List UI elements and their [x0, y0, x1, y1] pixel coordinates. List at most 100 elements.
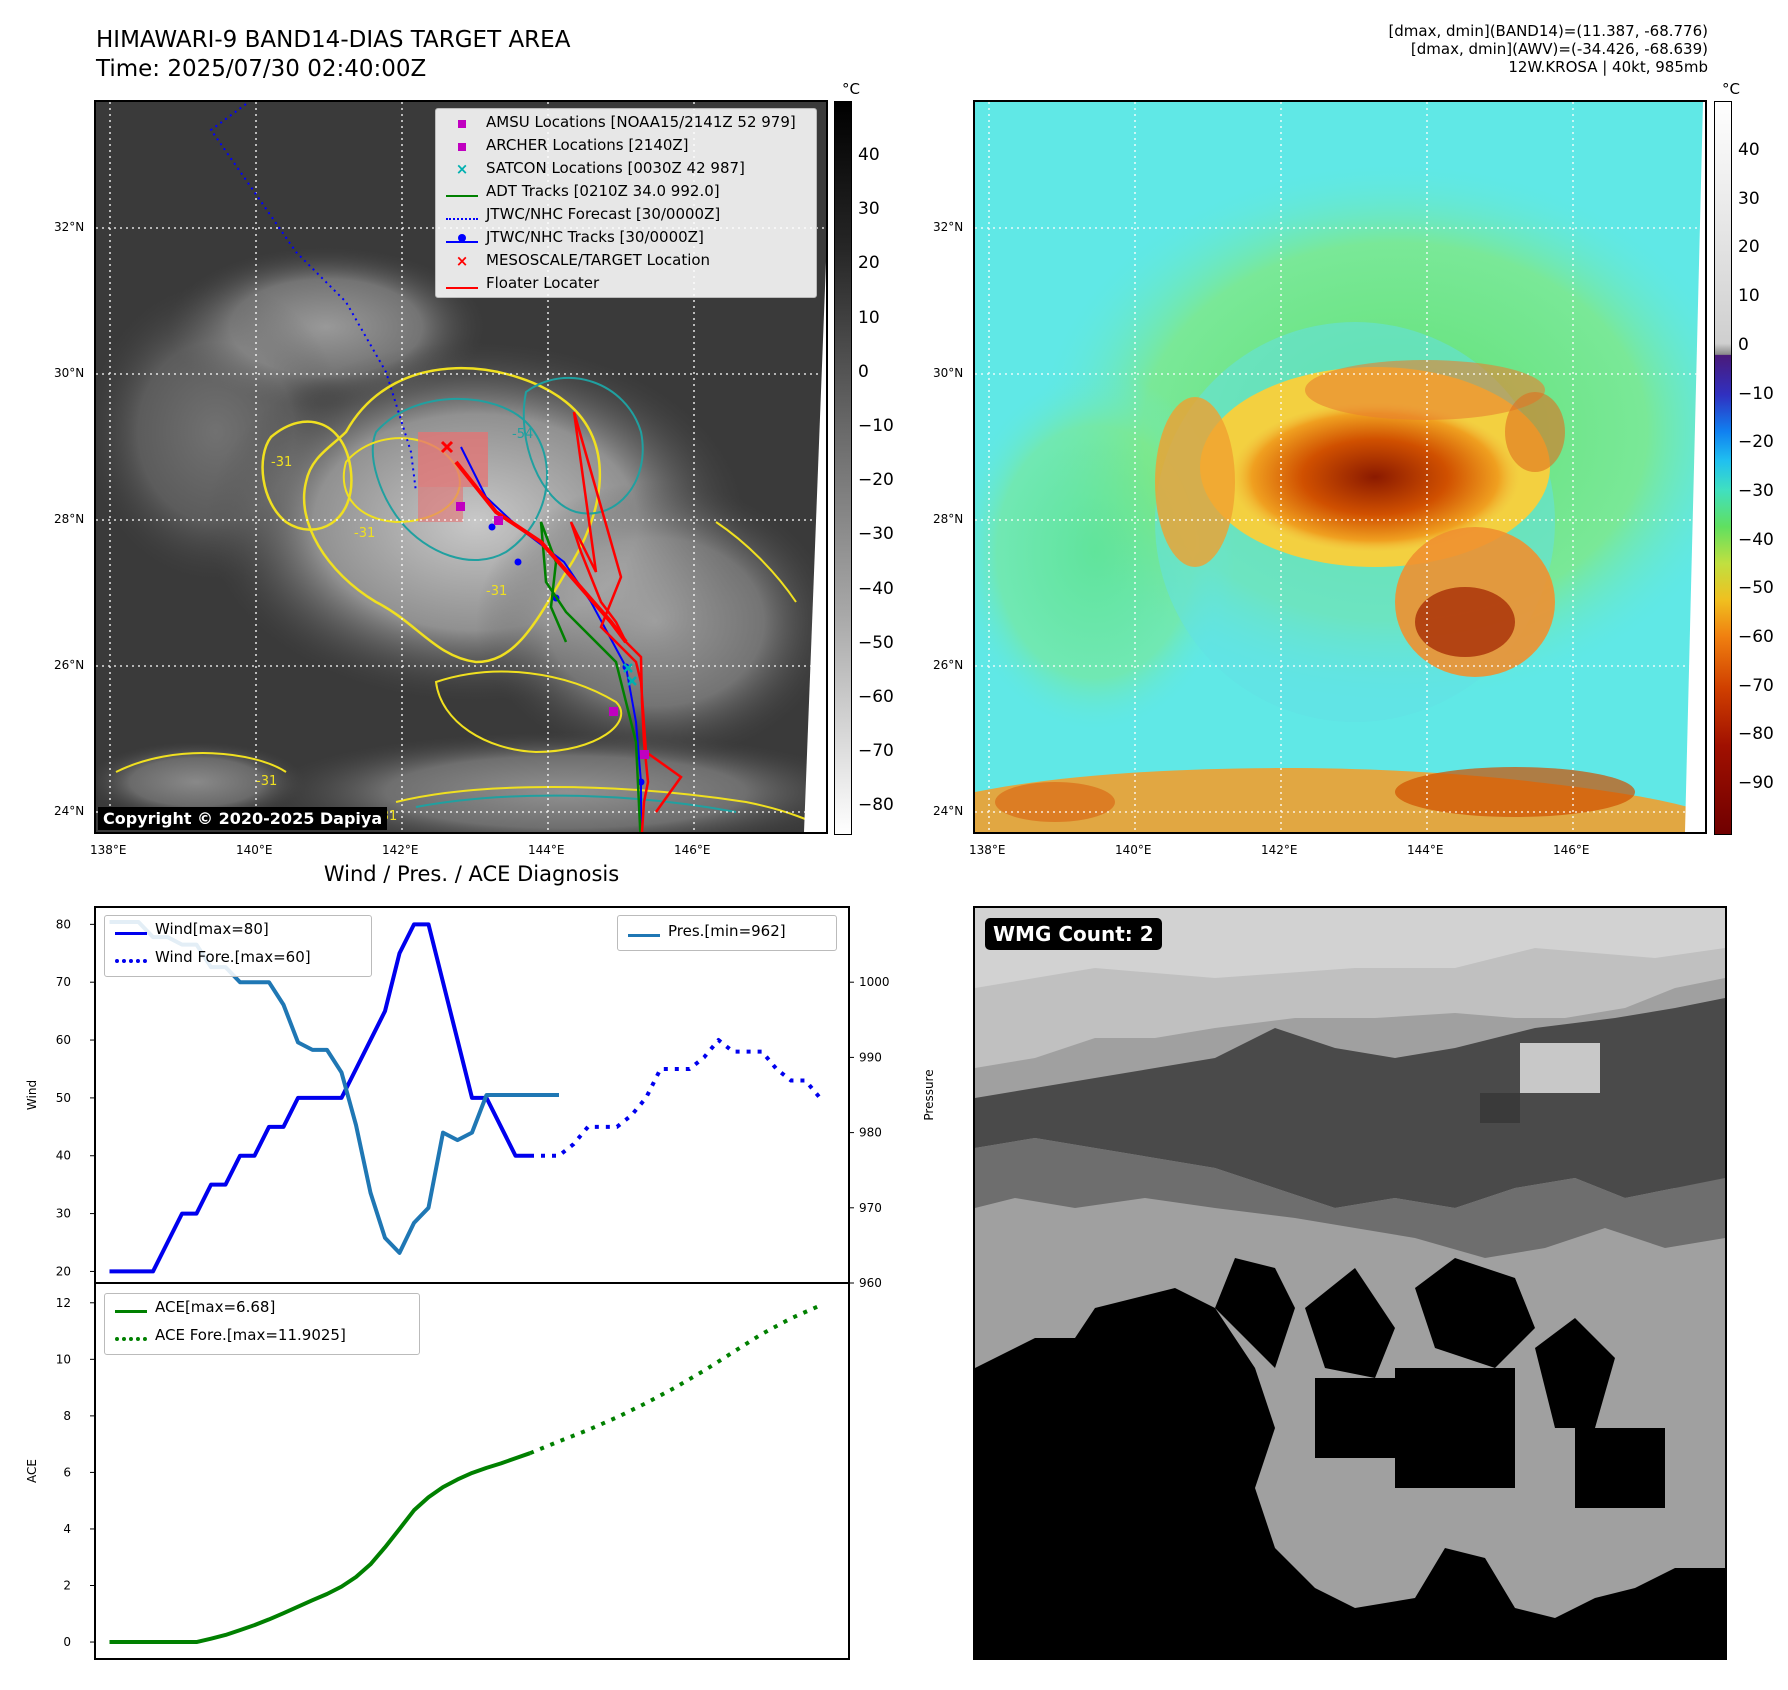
lon-label: 144°E [528, 843, 565, 857]
pressure-legend: Pres.[min=962] [617, 915, 837, 951]
colorbar-gray-tick: −80 [858, 795, 894, 816]
lon-label: 142°E [382, 843, 419, 857]
wind-tick-label: 50 [56, 1091, 71, 1105]
colorbar-color-tick: 20 [1738, 237, 1760, 258]
info-band14-range: [dmax, dmin](BAND14)=(11.387, -68.776) [1388, 22, 1708, 40]
ir-color-map-svg [975, 102, 1705, 832]
legend-item-jtwc-tracks: JTWC/NHC Tracks [30/0000Z] [446, 228, 704, 247]
info-awv-range: [dmax, dmin](AWV)=(-34.426, -68.639) [1410, 40, 1708, 58]
line-marker-icon [446, 275, 478, 293]
colorbar-color [1714, 101, 1732, 835]
ace-series-line-0 [109, 1451, 531, 1645]
line-marker-icon [628, 923, 660, 941]
figure-title-line1: HIMAWARI-9 BAND14-DIAS TARGET AREA [96, 27, 571, 53]
pressure-tick-label: 990 [859, 1050, 882, 1064]
legend-item-adt: ADT Tracks [0210Z 34.0 992.0] [446, 182, 720, 201]
legend-item-satcon: × SATCON Locations [0030Z 42 987] [446, 159, 745, 178]
contour-label-5: -31 [256, 774, 277, 789]
ir-grayscale-map: -54 -31 -31 -31 -31 -31 AMSU Locations [… [94, 100, 828, 834]
ace-tick-label: 10 [56, 1352, 71, 1366]
legend-item-wind: Wind[max=80] [115, 920, 269, 939]
ir-color-map [973, 100, 1707, 834]
colorbar-color-tick: 30 [1738, 188, 1760, 209]
lon-label: 138°E [90, 843, 127, 857]
legend-item-target: × MESOSCALE/TARGET Location [446, 251, 710, 270]
line-marker-icon [115, 1299, 147, 1317]
colorbar-gray-tick: −30 [858, 524, 894, 545]
colorbar-color-tick: −20 [1738, 432, 1774, 453]
pressure-tick-label: 1000 [859, 975, 890, 989]
colorbar-gray-tick: −60 [858, 687, 894, 707]
figure-title-line2: Time: 2025/07/30 02:40:00Z [96, 56, 427, 82]
wind-tick-label: 30 [56, 1207, 71, 1221]
colorbar-gray-tick: 40 [858, 145, 880, 165]
ace-tick-label: 4 [63, 1522, 71, 1536]
series-line-0 [109, 922, 530, 1274]
wind-tick-label: 60 [56, 1033, 71, 1047]
legend-item-floater: Floater Locater [446, 274, 599, 293]
lat-label: 26°N [54, 658, 85, 672]
square-marker-icon [446, 114, 478, 132]
colorbar-color-tick: −30 [1738, 480, 1774, 501]
lat-label: 28°N [933, 512, 964, 526]
pressure-axis-label: Pressure [922, 1069, 936, 1120]
ace-tick-label: 12 [56, 1296, 71, 1310]
lat-label: 24°N [54, 804, 85, 818]
wmg-count-badge: WMG Count: 2 [985, 918, 1162, 950]
ace-tick-label: 8 [63, 1409, 71, 1423]
colorbar-gray-tick: −50 [858, 632, 894, 653]
ace-plot-frame [94, 1282, 850, 1660]
legend-item-ace: ACE[max=6.68] [115, 1298, 275, 1317]
lon-label: 144°E [1407, 843, 1444, 857]
lon-label: 138°E [969, 843, 1006, 857]
square-marker-icon [446, 137, 478, 155]
colorbar-gray-tick: −20 [858, 470, 894, 491]
colorbar-gray-tick: 30 [858, 199, 880, 220]
lon-label: 146°E [1553, 843, 1590, 857]
legend-item-jtwc-forecast: JTWC/NHC Forecast [30/0000Z] [446, 205, 720, 224]
contour-label-1: -54 [512, 427, 533, 442]
x-marker-icon: × [455, 159, 469, 178]
lon-label: 142°E [1261, 843, 1298, 857]
pressure-tick-label: 960 [859, 1276, 882, 1290]
wind-tick-label: 40 [56, 1149, 71, 1163]
colorbar-color-tick: 10 [1738, 286, 1760, 307]
lon-label: 140°E [236, 843, 273, 857]
contour-label-2: -31 [486, 584, 507, 599]
colorbar-color-tick: −60 [1738, 627, 1774, 647]
ace-tick-label: 0 [63, 1635, 71, 1649]
lat-label: 24°N [933, 804, 964, 818]
colorbar-color-tick: −90 [1738, 773, 1774, 794]
legend-item-amsu: AMSU Locations [NOAA15/2141Z 52 979] [446, 113, 796, 132]
colorbar-color-tick: −70 [1738, 675, 1774, 696]
lon-label: 140°E [1115, 843, 1152, 857]
legend-item-ace-forecast: ACE Fore.[max=11.9025] [115, 1326, 346, 1345]
ace-plot: 12 10 8 6 4 2 0 ACE [25, 1282, 850, 1660]
colorbar-gray-tick: 0 [858, 361, 869, 382]
line-marker-icon [446, 183, 478, 201]
pressure-tick-label: 970 [859, 1201, 882, 1215]
lat-label: 32°N [933, 220, 964, 234]
colorbar-gray-unit: °C [842, 80, 860, 98]
colorbar-gray-tick: 20 [858, 253, 880, 274]
pressure-tick-label: 980 [859, 1126, 882, 1140]
lat-label: 28°N [54, 512, 85, 526]
colorbar-gray-tick: −40 [858, 578, 894, 599]
line-dot-icon [446, 229, 478, 247]
wmg-image [975, 908, 1725, 1658]
legend-item-pressure: Pres.[min=962] [628, 922, 786, 941]
contour-label-4: -31 [271, 455, 292, 470]
colorbar-color-tick: 40 [1738, 140, 1760, 160]
dotted-line-icon [115, 949, 147, 967]
lon-label: 146°E [674, 843, 711, 857]
colorbar-color-tick: 0 [1738, 334, 1749, 355]
map-legend: AMSU Locations [NOAA15/2141Z 52 979] ARC… [435, 108, 817, 298]
colorbar-gray [834, 101, 852, 835]
colorbar-gray-tick: −10 [858, 416, 894, 436]
dotted-line-icon [115, 1327, 147, 1345]
copyright-badge: Copyright © 2020-2025 Dapiya [98, 807, 388, 830]
ace-tick-label: 2 [63, 1578, 71, 1592]
legend-item-wind-forecast: Wind Fore.[max=60] [115, 948, 311, 967]
colorbar-color-unit: °C [1722, 80, 1740, 98]
line-marker-icon [115, 921, 147, 939]
